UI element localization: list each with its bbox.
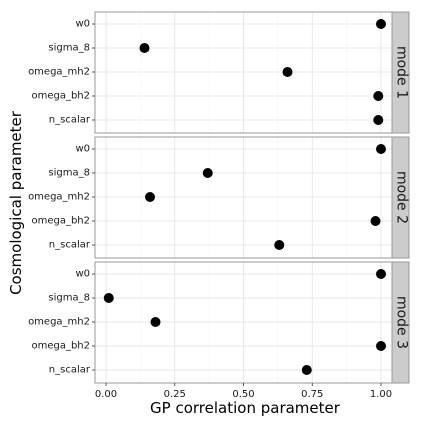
y-tick-label: omega_mh2	[28, 67, 90, 78]
y-tick-label: omega_bh2	[31, 216, 90, 227]
facet-strip-label: mode 3	[394, 296, 410, 349]
data-point	[282, 67, 293, 77]
data-point	[139, 43, 150, 53]
data-point	[376, 341, 386, 351]
y-tick-label: w0	[75, 19, 90, 30]
y-tick-label: omega_mh2	[28, 317, 90, 328]
facet-strip-label: mode 2	[394, 171, 410, 224]
x-tick-label: 1.00	[370, 389, 392, 400]
data-point	[145, 192, 155, 202]
y-axis-title: Cosmological parameter	[7, 110, 25, 295]
y-tick-label: sigma_8	[48, 43, 90, 54]
data-point	[202, 168, 213, 178]
y-tick-label: omega_bh2	[31, 341, 90, 352]
y-tick-label: n_scalar	[49, 365, 91, 376]
data-point	[103, 293, 114, 303]
data-point	[301, 365, 312, 375]
x-tick-label: 0.50	[232, 389, 254, 400]
facet-strip	[391, 136, 410, 259]
x-tick-label: 0.25	[164, 389, 186, 400]
data-point	[370, 216, 381, 226]
data-point	[373, 91, 384, 101]
y-tick-label: w0	[75, 144, 90, 155]
data-point	[376, 19, 386, 29]
data-point	[274, 240, 285, 250]
x-tick-label: 0.75	[301, 389, 323, 400]
y-tick-label: sigma_8	[48, 168, 90, 179]
data-point	[150, 317, 161, 327]
data-point	[373, 115, 384, 125]
y-tick-label: omega_bh2	[31, 91, 90, 102]
x-axis-title: GP correlation parameter	[150, 399, 341, 417]
facet-panel: mode 2 w0 sigma_8 omega_mh2 omega_bh2 n_scala…	[28, 136, 410, 259]
facet-panel: mode 3 w0 sigma_8 omega_mh2 omega_bh2 n_scala…	[28, 261, 410, 384]
y-tick-label: n_scalar	[49, 115, 91, 126]
facet-strip	[391, 11, 410, 134]
data-point	[376, 144, 386, 154]
data-point	[376, 269, 386, 279]
y-tick-label: omega_mh2	[28, 192, 90, 203]
facet-strip	[391, 261, 410, 384]
facet-panel: mode 1 w0 sigma_8 omega_mh2 omega_bh2 n_scala…	[28, 11, 410, 134]
x-tick-label: 0.00	[95, 389, 117, 400]
y-tick-label: sigma_8	[48, 293, 90, 304]
facet-strip-label: mode 1	[394, 46, 410, 99]
y-tick-label: n_scalar	[49, 240, 91, 251]
y-tick-label: w0	[75, 269, 90, 280]
